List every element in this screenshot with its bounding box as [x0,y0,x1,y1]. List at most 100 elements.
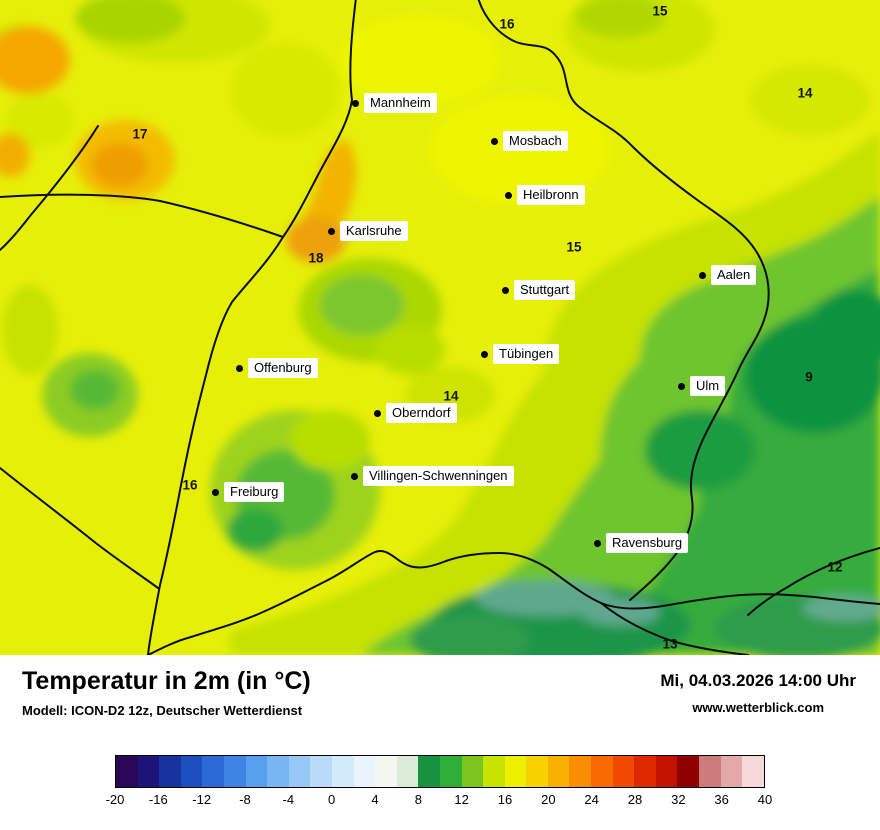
temperature-value-label: 15 [566,239,582,255]
legend-color-segment [742,756,764,787]
temperature-legend: -20 -16 -12 -8 -4 0 4 8 12 16 20 24 28 32 36 40 [106,755,772,812]
legend-tick-label: 32 [671,792,686,807]
legend-tick-label: 12 [454,792,469,807]
legend-color-segment [418,756,440,787]
legend-tick-label: 8 [414,792,422,807]
city-dot [699,271,706,279]
legend-color-segment [461,756,484,787]
city-dot [212,488,219,496]
legend-color-segment [439,756,462,787]
city-marker: Ulm [678,376,726,396]
legend-color-segment [375,756,397,787]
info-right-column: Mi, 04.03.2026 14:00 Uhr www.wetterblick… [660,667,856,715]
legend-color-segment [116,756,138,787]
city-markers-layer: Mannheim Mosbach Heilbronn Karlsruhe Stuttga… [212,93,757,553]
city-label: Tübingen [493,344,560,364]
website-link[interactable]: www.wetterblick.com [692,700,825,715]
legend-tick-label: 4 [371,792,379,807]
legend-color-segment [310,756,332,787]
temperature-labels-layer: 16 15 14 17 18 15 9 14 16 12 13 [132,3,843,652]
legend-color-segment [504,756,527,787]
legend-color-segment [137,756,160,787]
legend-color-segment [288,756,311,787]
temperature-value-label: 12 [827,559,843,575]
info-left-column: Temperatur in 2m (in °C) Modell: ICON-D2… [22,667,311,718]
temperature-value-label: 9 [805,369,813,385]
legend-color-segment [223,756,246,787]
legend-tick-label: -8 [239,792,251,807]
legend-color-segment [677,756,700,787]
legend-color-segment [159,756,181,787]
legend-tick-label: -16 [148,792,168,807]
info-header-row: Temperatur in 2m (in °C) Modell: ICON-D2… [0,655,880,718]
city-label: Heilbronn [517,185,585,205]
city-label: Offenburg [248,358,318,378]
city-label: Mosbach [503,131,568,151]
legend-color-segment [202,756,224,787]
city-dot [328,227,335,235]
legend-color-segment [569,756,592,787]
legend-tick-label: 36 [714,792,729,807]
legend-tick-label: 28 [627,792,643,807]
map-section: 16 15 14 17 18 15 9 14 16 12 13 Mannheim Mosbach Hei… [0,0,880,655]
city-dot [678,382,685,390]
temperature-value-label: 18 [308,250,324,266]
city-dot [351,472,358,480]
city-dot [352,99,359,107]
temperature-value-label: 16 [499,16,515,32]
model-info: Modell: ICON-D2 12z, Deutscher Wetterdie… [22,703,303,718]
temperature-value-label: 14 [443,388,459,404]
temperature-value-label: 14 [797,85,813,101]
legend-tick-label: 0 [328,792,336,807]
legend-color-segment [483,756,505,787]
city-marker: Mannheim [352,93,437,113]
legend-colorbar [115,755,765,788]
legend-tick-label: -4 [282,792,295,807]
info-panel: Temperatur in 2m (in °C) Modell: ICON-D2… [0,655,880,830]
city-dot [594,539,601,547]
legend-color-segment [396,756,419,787]
map-datetime: Mi, 04.03.2026 14:00 Uhr [660,671,856,690]
legend-tick-label: 24 [584,792,599,807]
country-state-borders [0,0,880,655]
legend-tick-label: 40 [757,792,773,807]
city-marker: Tübingen [481,344,560,364]
city-label: Freiburg [224,482,285,502]
legend-color-segment [720,756,743,787]
city-dot [481,350,488,358]
map-title: Temperatur in 2m (in °C) [22,667,311,695]
temperature-value-label: 15 [652,3,668,19]
temperature-value-label: 16 [182,477,198,493]
legend-color-segment [634,756,656,787]
legend-color-segment [591,756,613,787]
city-label: Ulm [690,376,726,396]
legend-tick-label: 16 [497,792,513,807]
city-label: Karlsruhe [340,221,408,241]
city-marker: Villingen-Schwenningen [351,466,514,486]
temperature-map-svg [0,0,880,655]
city-marker: Stuttgart [502,280,576,300]
city-dot [374,409,381,417]
city-label: Oberndorf [386,403,457,423]
legend-color-segment [526,756,548,787]
city-marker: Aalen [699,265,757,285]
legend-color-segment [655,756,678,787]
legend-color-segment [180,756,203,787]
city-marker: Ravensburg [594,533,689,553]
legend-color-segment [612,756,635,787]
city-label: Villingen-Schwenningen [363,466,514,486]
city-dot [236,364,243,372]
legend-color-segment [331,756,354,787]
city-marker: Mosbach [491,131,568,151]
city-label: Aalen [711,265,757,285]
city-label: Mannheim [364,93,437,113]
city-dot [491,137,498,145]
city-label: Ravensburg [606,533,689,553]
legend-color-segment [353,756,376,787]
temperature-value-label: 13 [662,636,678,652]
legend-tick-label: -12 [192,792,212,807]
temperature-field-blobs [0,0,880,655]
temperature-value-label: 17 [132,126,148,142]
legend-color-segment [267,756,289,787]
